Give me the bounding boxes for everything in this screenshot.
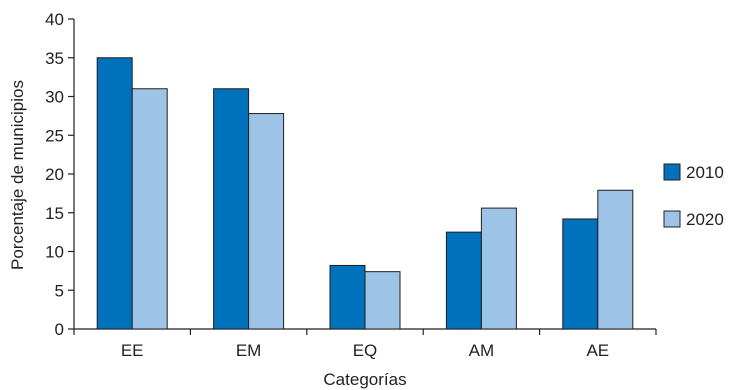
bar-2010-em <box>213 88 250 330</box>
y-tick-label: 5 <box>55 281 64 300</box>
bar-2020-em <box>248 113 285 330</box>
y-tick-label: 30 <box>45 88 64 107</box>
legend-label-2020: 2020 <box>686 210 724 229</box>
y-axis-title: Porcentaje de municipios <box>8 80 27 270</box>
bar-2020-eq <box>364 271 401 330</box>
bars <box>96 57 634 330</box>
x-tick-label: EE <box>121 341 144 360</box>
x-tick-label: AE <box>586 341 609 360</box>
legend-swatch-2020 <box>663 210 681 228</box>
y-tick-label: 20 <box>45 165 64 184</box>
y-tick-label: 0 <box>55 320 64 339</box>
legend: 2010 2020 <box>663 163 724 229</box>
bar-2010-eq <box>329 264 366 330</box>
x-axis-title: Categorías <box>323 370 406 389</box>
y-axis: 0 5 10 15 20 25 30 35 40 <box>45 10 75 339</box>
bar-2010-am <box>445 231 482 330</box>
y-tick-label: 40 <box>45 10 64 29</box>
y-tick-label: 10 <box>45 243 64 262</box>
x-tick-label: EQ <box>353 341 378 360</box>
legend-label-2010: 2010 <box>686 163 724 182</box>
y-tick-label: 35 <box>45 49 64 68</box>
y-tick-label: 15 <box>45 204 64 223</box>
y-tick-label: 25 <box>45 126 64 145</box>
bar-2020-am <box>480 207 517 330</box>
bar-2020-ee <box>131 88 168 330</box>
x-tick-label: AM <box>469 341 495 360</box>
x-tick-label: EM <box>236 341 262 360</box>
x-axis: EE EM EQ AM AE <box>73 328 657 360</box>
bar-2020-ae <box>597 189 634 330</box>
legend-swatch-2010 <box>663 163 681 181</box>
bar-2010-ee <box>96 57 133 330</box>
bar-2010-ae <box>562 218 599 330</box>
